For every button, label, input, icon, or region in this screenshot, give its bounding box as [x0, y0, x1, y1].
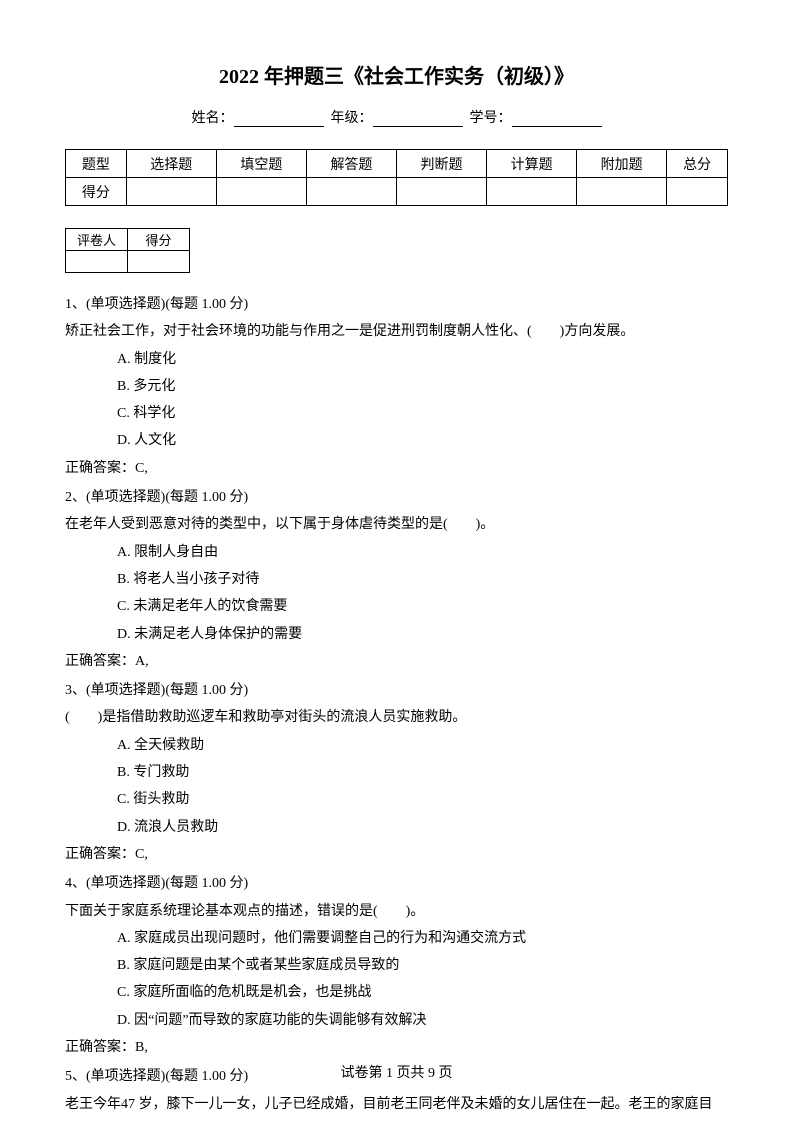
q4-opt-d: D. 因“问题”而导致的家庭功能的失调能够有效解决: [65, 1007, 728, 1034]
exam-title: 2022 年押题三《社会工作实务（初级）》: [65, 60, 728, 89]
q1-opt-a: A. 制度化: [65, 346, 728, 373]
q1-opt-d: D. 人文化: [65, 427, 728, 454]
id-label: 学号：: [470, 111, 512, 126]
q3-answer: 正确答案：C,: [65, 841, 728, 868]
score-header-extra: 附加题: [577, 150, 667, 178]
score-cell[interactable]: [396, 178, 486, 206]
questions-area: 1、(单项选择题)(每题 1.00 分) 矫正社会工作，对于社会环境的功能与作用…: [65, 291, 728, 1118]
score-header-type: 题型: [66, 150, 127, 178]
grader-score-cell[interactable]: [128, 251, 190, 273]
footer-page-total: 9: [428, 1066, 435, 1081]
score-header-total: 总分: [667, 150, 728, 178]
q2-opt-b: B. 将老人当小孩子对待: [65, 566, 728, 593]
q1-stem: 矫正社会工作，对于社会环境的功能与作用之一是促进刑罚制度朝人性化、( )方向发展…: [65, 318, 728, 345]
score-header-fill: 填空题: [216, 150, 306, 178]
q3-opt-d: D. 流浪人员救助: [65, 814, 728, 841]
score-header-answer: 解答题: [306, 150, 396, 178]
score-cell[interactable]: [487, 178, 577, 206]
q1-opt-c: C. 科学化: [65, 400, 728, 427]
name-label: 姓名：: [192, 111, 234, 126]
score-cell[interactable]: [577, 178, 667, 206]
score-cell[interactable]: [306, 178, 396, 206]
score-table-value-row: 得分: [66, 178, 728, 206]
footer-mid: 页共: [393, 1066, 428, 1081]
q4-opt-c: C. 家庭所面临的危机既是机会，也是挑战: [65, 979, 728, 1006]
grader-header-row: 评卷人 得分: [66, 229, 190, 251]
q2-stem: 在老年人受到恶意对待的类型中，以下属于身体虐待类型的是( )。: [65, 511, 728, 538]
q4-header: 4、(单项选择题)(每题 1.00 分): [65, 870, 728, 897]
score-table-header-row: 题型 选择题 填空题 解答题 判断题 计算题 附加题 总分: [66, 150, 728, 178]
score-table: 题型 选择题 填空题 解答题 判断题 计算题 附加题 总分 得分: [65, 149, 728, 206]
page-footer: 试卷第 1 页共 9 页: [0, 1062, 793, 1082]
name-blank[interactable]: [234, 113, 324, 127]
grader-table: 评卷人 得分: [65, 228, 190, 273]
q5-stem: 老王今年47 岁，膝下一儿一女，儿子已经成婚，目前老王同老伴及未婚的女儿居住在一…: [65, 1091, 728, 1118]
q4-answer: 正确答案：B,: [65, 1034, 728, 1061]
q4-opt-b: B. 家庭问题是由某个或者某些家庭成员导致的: [65, 952, 728, 979]
score-cell[interactable]: [126, 178, 216, 206]
id-blank[interactable]: [512, 113, 602, 127]
score-cell[interactable]: [667, 178, 728, 206]
score-cell[interactable]: [216, 178, 306, 206]
footer-suffix: 页: [435, 1066, 453, 1081]
grader-value-row: [66, 251, 190, 273]
q3-opt-a: A. 全天候救助: [65, 732, 728, 759]
q2-header: 2、(单项选择题)(每题 1.00 分): [65, 484, 728, 511]
q1-header: 1、(单项选择题)(每题 1.00 分): [65, 291, 728, 318]
grader-score-label: 得分: [128, 229, 190, 251]
grader-cell[interactable]: [66, 251, 128, 273]
q2-opt-d: D. 未满足老人身体保护的需要: [65, 621, 728, 648]
q3-stem: ( )是指借助救助巡逻车和救助亭对街头的流浪人员实施救助。: [65, 704, 728, 731]
q4-opt-a: A. 家庭成员出现问题时，他们需要调整自己的行为和沟通交流方式: [65, 925, 728, 952]
q2-answer: 正确答案：A,: [65, 648, 728, 675]
q1-opt-b: B. 多元化: [65, 373, 728, 400]
grade-blank[interactable]: [373, 113, 463, 127]
q4-stem: 下面关于家庭系统理论基本观点的描述，错误的是( )。: [65, 898, 728, 925]
q3-opt-c: C. 街头救助: [65, 786, 728, 813]
footer-page-current: 1: [386, 1066, 393, 1081]
q1-answer: 正确答案：C,: [65, 455, 728, 482]
q3-opt-b: B. 专门救助: [65, 759, 728, 786]
q2-opt-a: A. 限制人身自由: [65, 539, 728, 566]
score-row-label: 得分: [66, 178, 127, 206]
footer-prefix: 试卷第: [341, 1066, 387, 1081]
q3-header: 3、(单项选择题)(每题 1.00 分): [65, 677, 728, 704]
score-header-calc: 计算题: [487, 150, 577, 178]
q2-opt-c: C. 未满足老年人的饮食需要: [65, 593, 728, 620]
grader-label: 评卷人: [66, 229, 128, 251]
student-info-line: 姓名： 年级： 学号：: [65, 107, 728, 127]
grade-label: 年级：: [331, 111, 373, 126]
score-header-judge: 判断题: [396, 150, 486, 178]
score-header-choice: 选择题: [126, 150, 216, 178]
